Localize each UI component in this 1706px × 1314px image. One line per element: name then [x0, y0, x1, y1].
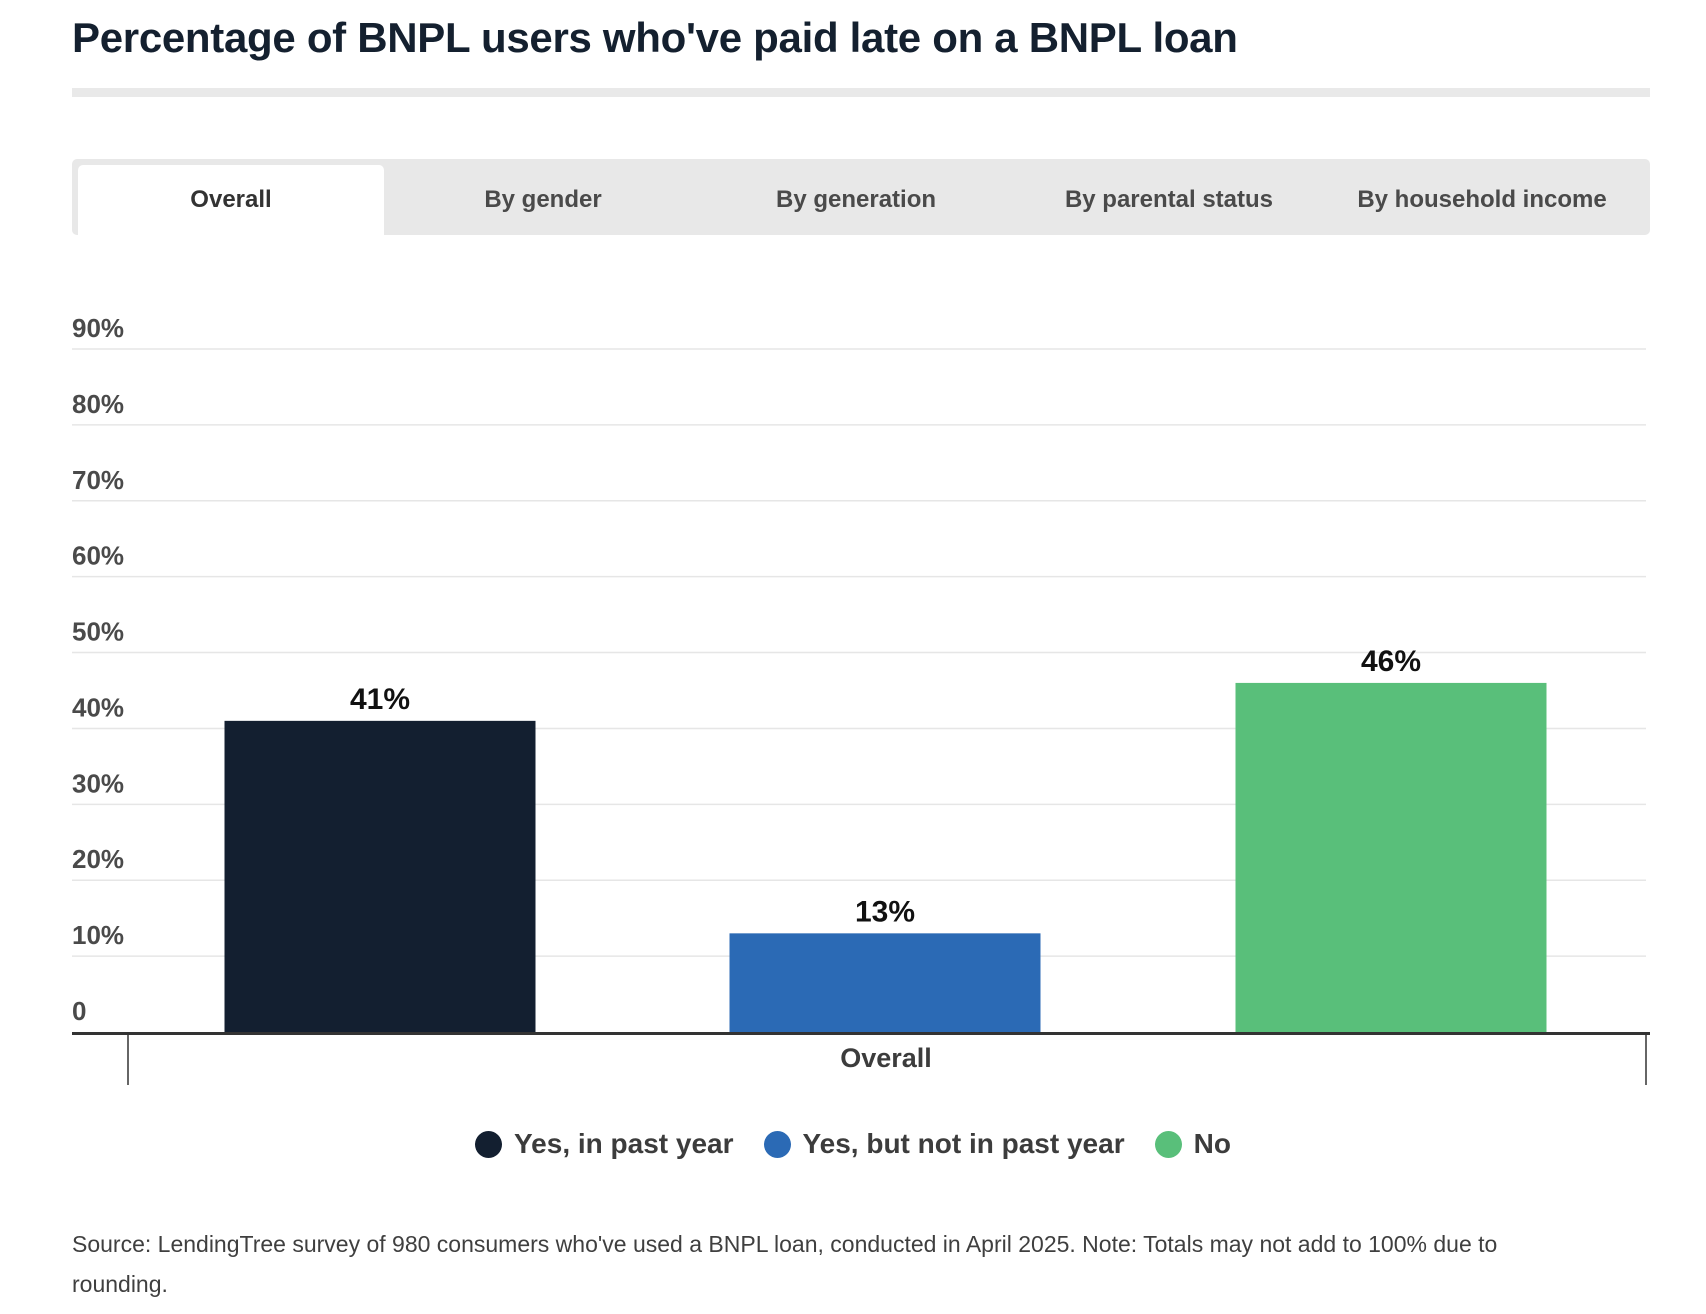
legend-label: Yes, but not in past year [802, 1128, 1125, 1159]
bar-chart: 0 10% 20% 30% 40% 50% 60% 70% 80% 90% 41% 13% 46% Ove… [72, 313, 1650, 1085]
legend-label: Yes, in past year [514, 1128, 734, 1159]
tab-bar: Overall By gender By generation By paren… [72, 159, 1650, 235]
y-tick-label: 80% [72, 389, 124, 419]
legend-label: No [1193, 1128, 1231, 1159]
y-tick-label: 0 [72, 996, 86, 1026]
legend-item[interactable]: Yes, but not in past year [763, 1128, 1125, 1160]
chart-title: Percentage of BNPL users who've paid lat… [72, 14, 1238, 61]
y-tick-label: 60% [72, 541, 124, 571]
y-tick-label: 40% [72, 692, 124, 722]
data-label: 13% [855, 895, 915, 928]
bar [224, 720, 536, 1032]
data-label: 41% [350, 683, 410, 716]
legend-swatch [1154, 1130, 1182, 1158]
bar [1235, 682, 1547, 1032]
y-tick-label: 20% [72, 844, 124, 874]
y-tick-label: 30% [72, 768, 124, 798]
y-tick-label: 10% [72, 920, 124, 950]
y-tick-label: 90% [72, 313, 124, 343]
title-divider [72, 88, 1650, 97]
chart-legend: Yes, in past year Yes, but not in past y… [0, 1124, 1706, 1164]
x-tick-label: Overall [840, 1043, 932, 1073]
legend-item[interactable]: No [1154, 1128, 1231, 1160]
tab-by-parental-status[interactable]: By parental status [1064, 186, 1274, 213]
bar [729, 933, 1041, 1032]
tab-overall[interactable]: Overall [78, 165, 384, 235]
tab-by-generation[interactable]: By generation [775, 186, 937, 213]
legend-item[interactable]: Yes, in past year [475, 1128, 734, 1160]
legend-swatch [763, 1130, 791, 1158]
data-label: 46% [1361, 645, 1421, 678]
tab-by-household-income[interactable]: By household income [1357, 186, 1607, 213]
tab-by-gender[interactable]: By gender [484, 186, 602, 213]
legend-swatch [475, 1130, 503, 1158]
y-tick-label: 70% [72, 465, 124, 495]
source-note: Source: LendingTree survey of 980 consum… [72, 1231, 1498, 1297]
y-tick-label: 50% [72, 617, 124, 647]
